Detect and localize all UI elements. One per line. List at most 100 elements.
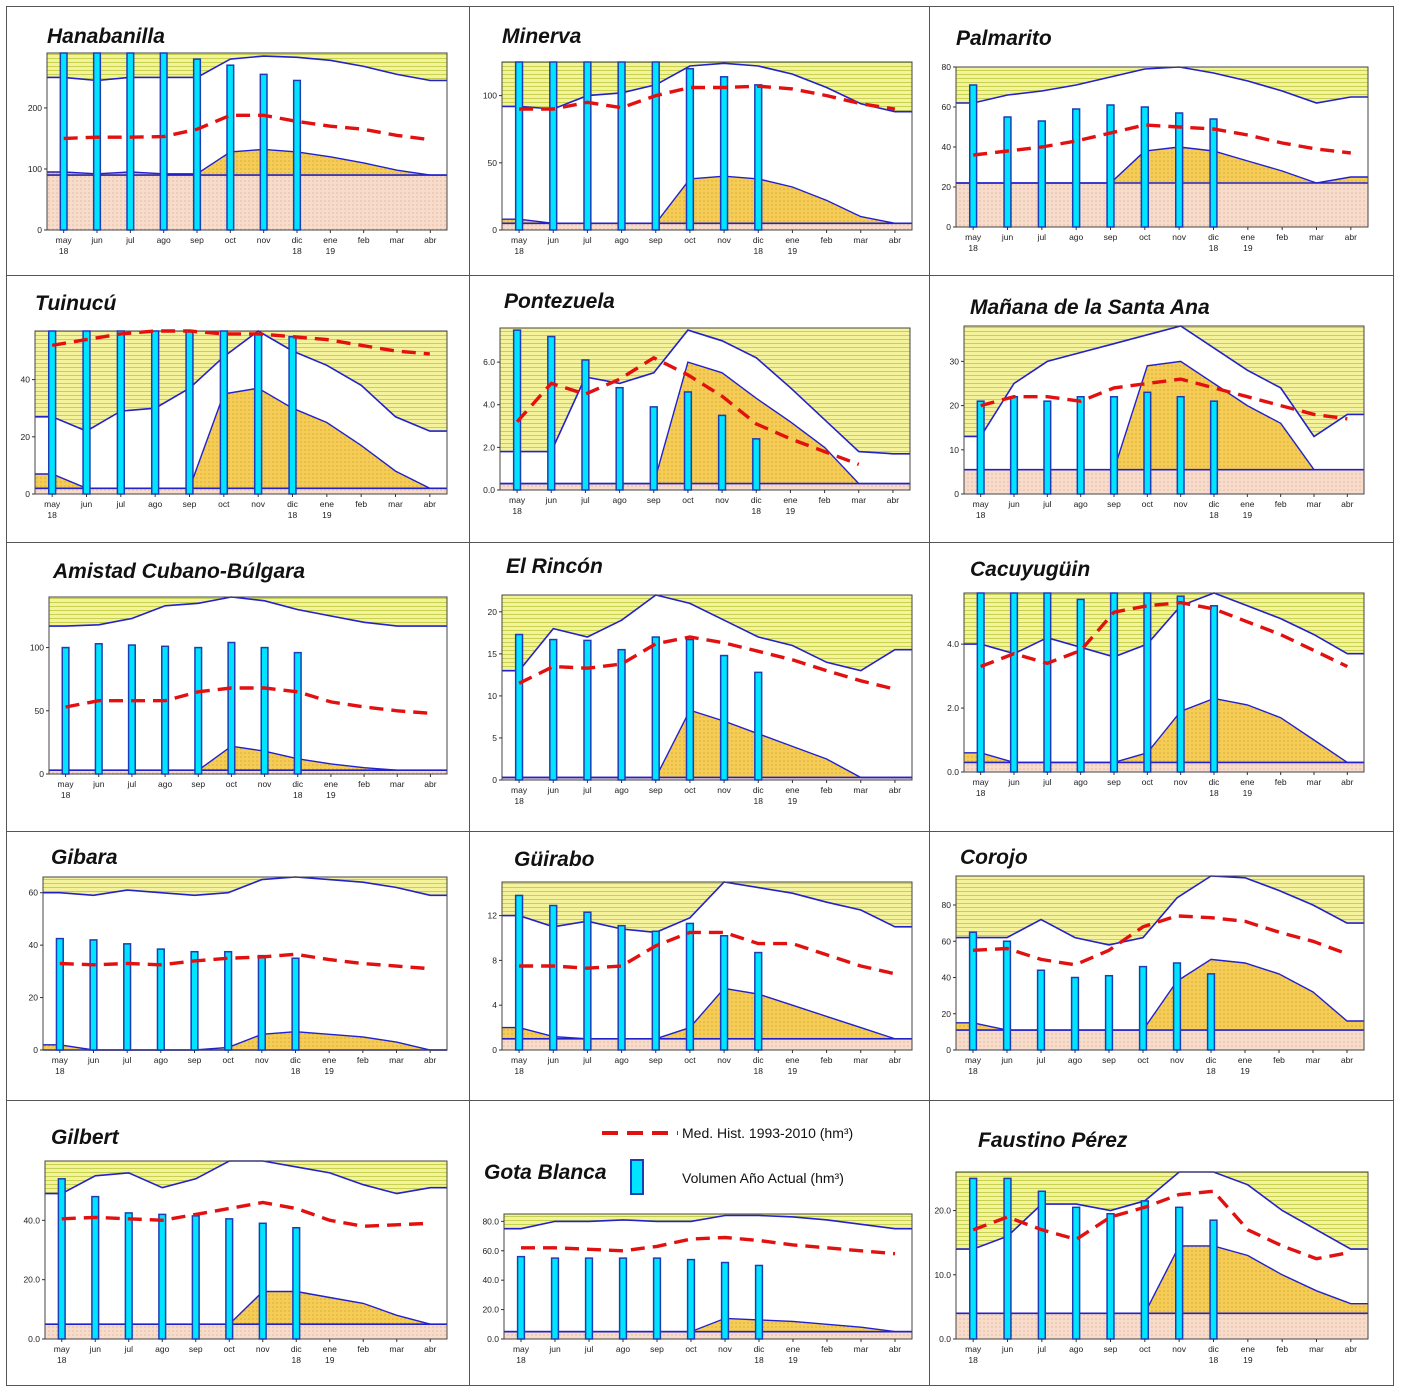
x-year-label: 18	[514, 796, 524, 806]
volume-bar	[1174, 1206, 1184, 1340]
x-tick-label: abr	[424, 1344, 436, 1354]
volume-bar	[191, 1215, 200, 1340]
x-year-label: 18	[754, 796, 764, 806]
volume-bar	[123, 943, 132, 1051]
x-tick-label: mar	[1309, 232, 1324, 242]
chart-panel: Gibara 0 20 40 60 may 18 jun jul ago sep oct nov dic 1…	[6, 832, 470, 1101]
volume-bar	[685, 922, 695, 1051]
x-year-label: 18	[752, 506, 762, 516]
volume-bar	[292, 79, 302, 231]
x-tick-label: jun	[547, 785, 560, 795]
volume-bar	[1206, 973, 1216, 1051]
x-tick-label: jun	[547, 235, 560, 245]
volume-bar	[583, 61, 592, 231]
x-tick-label: mar	[390, 235, 405, 245]
volume-bar	[227, 641, 236, 775]
x-year-label: 19	[325, 1355, 335, 1365]
x-year-label: 19	[788, 246, 798, 256]
x-tick-label: jun	[87, 1055, 100, 1065]
y-tick-label: 20.0	[934, 1206, 951, 1216]
x-year-label: 18	[47, 510, 57, 520]
x-year-label: 18	[754, 246, 764, 256]
x-tick-label: mar	[389, 1055, 404, 1065]
y-tick-label: 20.0	[482, 1305, 499, 1315]
y-tick-label: 8	[492, 955, 497, 965]
x-tick-label: sep	[189, 1344, 203, 1354]
x-tick-label: sep	[1107, 777, 1121, 787]
volume-bar	[617, 61, 626, 231]
volume-bar	[1209, 605, 1219, 773]
upper-curve	[502, 881, 912, 934]
x-tick-label: oct	[1139, 1344, 1151, 1354]
x-tick-label: jul	[1042, 499, 1052, 509]
zone-area	[502, 176, 912, 230]
x-tick-label: feb	[357, 1055, 369, 1065]
volume-bar	[1174, 112, 1184, 228]
volume-bar	[752, 438, 761, 491]
zone-area	[502, 710, 912, 780]
volume-bar	[292, 1227, 301, 1340]
x-tick-label: mar	[389, 1344, 404, 1354]
zone-band	[43, 877, 447, 1050]
volume-bar	[549, 61, 558, 231]
zone-band	[500, 330, 910, 484]
x-tick-label: dic	[291, 1344, 303, 1354]
y-tick-label: 0.0	[28, 1334, 40, 1344]
volume-bar	[225, 1218, 234, 1340]
volume-bar	[754, 84, 763, 231]
y-tick-label: 12	[488, 911, 498, 921]
x-tick-label: oct	[218, 499, 230, 509]
historical-median-line	[51, 329, 430, 356]
volume-bar	[1037, 120, 1047, 228]
y-tick-label: 0	[39, 769, 44, 779]
x-tick-label: jul	[123, 1344, 133, 1354]
volume-bar	[258, 1222, 267, 1340]
x-tick-label: nov	[717, 235, 731, 245]
x-tick-label: jun	[1007, 777, 1020, 787]
x-tick-label: ago	[612, 495, 626, 505]
volume-bar	[257, 954, 266, 1051]
plot-frame	[499, 327, 911, 491]
zone-dead	[502, 1038, 912, 1050]
x-year-label: 18	[516, 1355, 526, 1365]
x-tick-label: oct	[1137, 1055, 1149, 1065]
x-tick-label: oct	[685, 1344, 697, 1354]
volume-bar	[1106, 104, 1115, 228]
zone-top	[502, 595, 912, 671]
historical-median-line	[521, 1235, 896, 1256]
x-year-label: 18	[976, 510, 986, 520]
volume-bar	[581, 359, 590, 491]
y-tick-label: 4.0	[483, 400, 495, 410]
volume-bar	[651, 61, 660, 231]
x-year-label: 18	[754, 1066, 764, 1076]
x-tick-label: feb	[1273, 1055, 1285, 1065]
x-tick-label: ene	[323, 1344, 337, 1354]
x-tick-label: jun	[89, 1344, 102, 1354]
x-tick-label: sep	[190, 235, 204, 245]
volume-bar	[1172, 962, 1182, 1051]
x-year-label: 19	[1243, 1355, 1253, 1365]
upper-curve	[35, 330, 447, 432]
y-tick-label: 60	[942, 102, 952, 112]
y-tick-label: 0	[946, 1045, 951, 1055]
legend-hist-swatch	[602, 1131, 678, 1135]
x-tick-label: dic	[1209, 777, 1221, 787]
y-tick-label: 40.0	[23, 1215, 40, 1225]
zone-dead	[502, 777, 912, 780]
x-tick-label: jul	[116, 499, 126, 509]
volume-bar	[649, 406, 658, 491]
volume-bar	[583, 911, 592, 1051]
x-tick-label: oct	[1142, 499, 1154, 509]
volume-bar	[94, 643, 103, 775]
y-tick-label: 0	[954, 489, 959, 499]
x-tick-label: ago	[616, 1344, 630, 1354]
x-year-label: 19	[788, 1355, 798, 1365]
x-tick-label: abr	[1341, 777, 1353, 787]
chart-panel: Palmarito 0 20 40 60 80 may 18 jun jul ago sep oct no…	[930, 6, 1394, 276]
volume-bar	[1076, 395, 1085, 495]
zone-area	[502, 988, 912, 1050]
